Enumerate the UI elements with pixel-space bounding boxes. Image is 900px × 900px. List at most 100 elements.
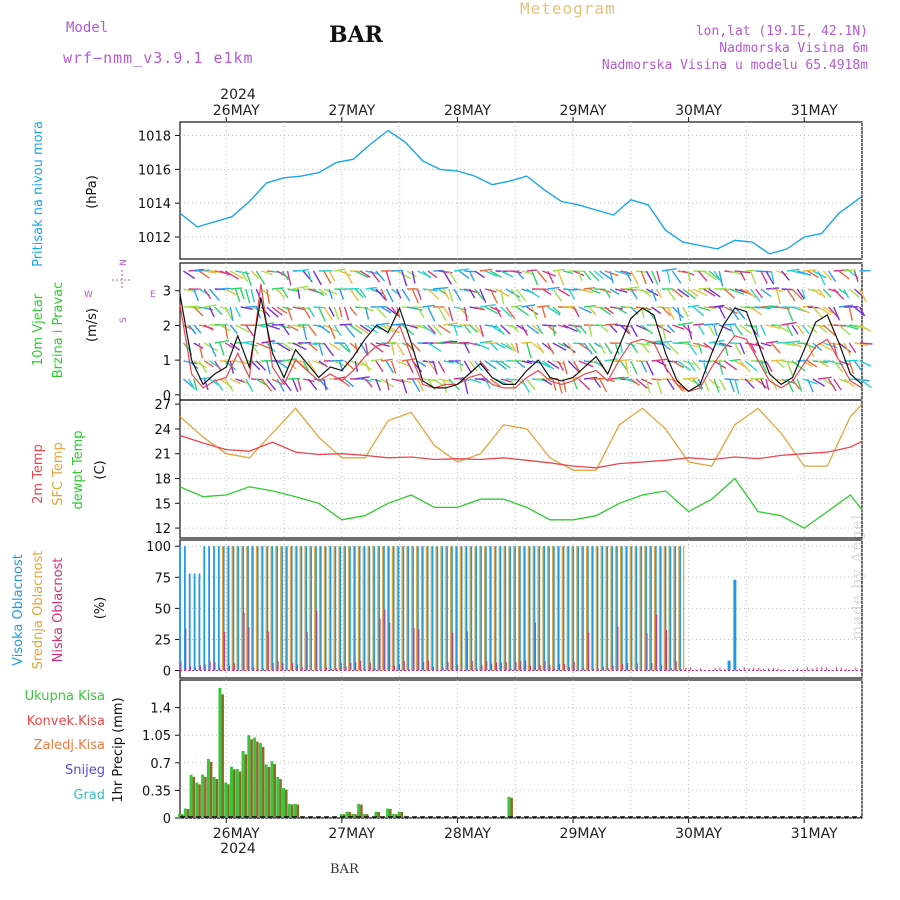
wind-barb: [281, 342, 294, 351]
wind-barb: [219, 306, 230, 311]
wind-barb: [297, 378, 302, 391]
wind-barb: [593, 378, 602, 388]
wind-barb: [619, 324, 630, 335]
wind-barb: [250, 342, 259, 355]
wind-barb: [511, 304, 523, 308]
panel-frame-1: [179, 121, 863, 260]
wind-barb: [573, 324, 582, 334]
wind-barb: [276, 306, 288, 314]
wind-barb: [546, 270, 555, 284]
wind-barb: [765, 340, 779, 344]
wind-barb: [437, 306, 447, 322]
wind-barb: [807, 360, 818, 368]
wind-barb: [416, 288, 422, 300]
wind-barb: [271, 287, 284, 290]
conv-rain-bar: [192, 776, 196, 818]
wind-barb: [754, 324, 759, 338]
wind-barb: [833, 360, 844, 374]
wind-barb: [208, 306, 215, 318]
wind-barb: [260, 378, 273, 392]
wind-barb: [334, 268, 346, 272]
wind-barb: [552, 306, 561, 315]
wind-barb: [354, 324, 369, 334]
wind-barb: [245, 360, 262, 363]
plot-layer: [178, 129, 873, 818]
wind-barb: [802, 269, 817, 272]
wind-barb: [453, 377, 465, 380]
wind-barb: [812, 378, 825, 387]
wind-barb: [645, 378, 651, 394]
wind-barb: [588, 342, 597, 354]
wind-barb: [500, 324, 511, 335]
wind-barb: [765, 270, 775, 285]
wind-barb: [224, 324, 229, 339]
wind-barb: [859, 360, 872, 367]
wind-barb: [484, 306, 499, 315]
wind-barb: [859, 342, 873, 345]
wind-barb: [624, 324, 631, 335]
wind-barb: [557, 288, 570, 297]
wind-barb: [203, 288, 212, 300]
footer-station: BAR: [330, 862, 359, 877]
wind-barb: [598, 378, 608, 393]
wind-barb: [381, 358, 393, 362]
wind-barb: [635, 306, 652, 311]
wind-barb: [245, 288, 251, 304]
wind-barb: [651, 306, 662, 315]
total-rain-bar: [287, 803, 291, 818]
wind-barb: [797, 270, 812, 276]
wind-barb: [505, 342, 515, 352]
wind-barb: [677, 378, 686, 393]
wind-barb: [755, 270, 772, 273]
wind-barb: [526, 269, 538, 272]
wind-barb: [624, 360, 629, 376]
y-tick-label: 25: [154, 633, 171, 648]
wind-barb: [765, 324, 781, 330]
wind-barb: [656, 324, 671, 334]
wind-barb: [292, 306, 305, 311]
wind-barb: [791, 288, 804, 301]
wind-barb: [807, 270, 819, 279]
wind-barb: [396, 306, 401, 319]
wind-barb: [297, 288, 301, 300]
wind-barb: [640, 360, 648, 373]
wind-barb: [578, 378, 591, 391]
wind-barb: [614, 342, 620, 355]
wind-barb: [708, 378, 721, 389]
wind-barb: [208, 288, 220, 302]
wind-barb: [344, 324, 356, 338]
y-tick-label: 2: [163, 319, 171, 334]
top-day-label: 26MAY: [213, 103, 260, 119]
wind-barb: [640, 270, 647, 285]
cloud-unit: (%): [93, 597, 108, 620]
wind-barb: [844, 269, 857, 272]
wind-barb: [843, 324, 859, 330]
wind-barb: [281, 324, 290, 336]
y-tick-label: 1.4: [150, 702, 171, 717]
wind-barb: [385, 270, 392, 286]
wind-barb: [687, 288, 699, 298]
wind-barb: [442, 306, 451, 317]
wind-barb: [776, 270, 788, 276]
wind-barb: [697, 342, 703, 354]
wind-barb: [546, 342, 555, 355]
wind-barb: [536, 324, 543, 335]
wind-barb: [567, 360, 580, 373]
y-tick-label: 1018: [138, 130, 171, 145]
wind-barb: [422, 304, 435, 308]
precip-legend-hail: Grad: [73, 788, 105, 803]
total-rain-bar: [397, 811, 401, 818]
total-rain-bar: [201, 774, 205, 818]
wind-barb: [380, 288, 388, 301]
wind-barb: [256, 342, 272, 350]
wind-barb: [822, 306, 834, 314]
wind-barb: [656, 270, 661, 283]
total-rain-bar: [183, 808, 187, 818]
wind-barb: [562, 324, 578, 333]
wind-barb: [521, 304, 536, 308]
wind-barb: [443, 340, 458, 344]
wind-barb: [671, 270, 682, 284]
wind-barb: [848, 306, 853, 321]
wind-barb: [360, 306, 374, 312]
wind-barb: [552, 288, 563, 302]
